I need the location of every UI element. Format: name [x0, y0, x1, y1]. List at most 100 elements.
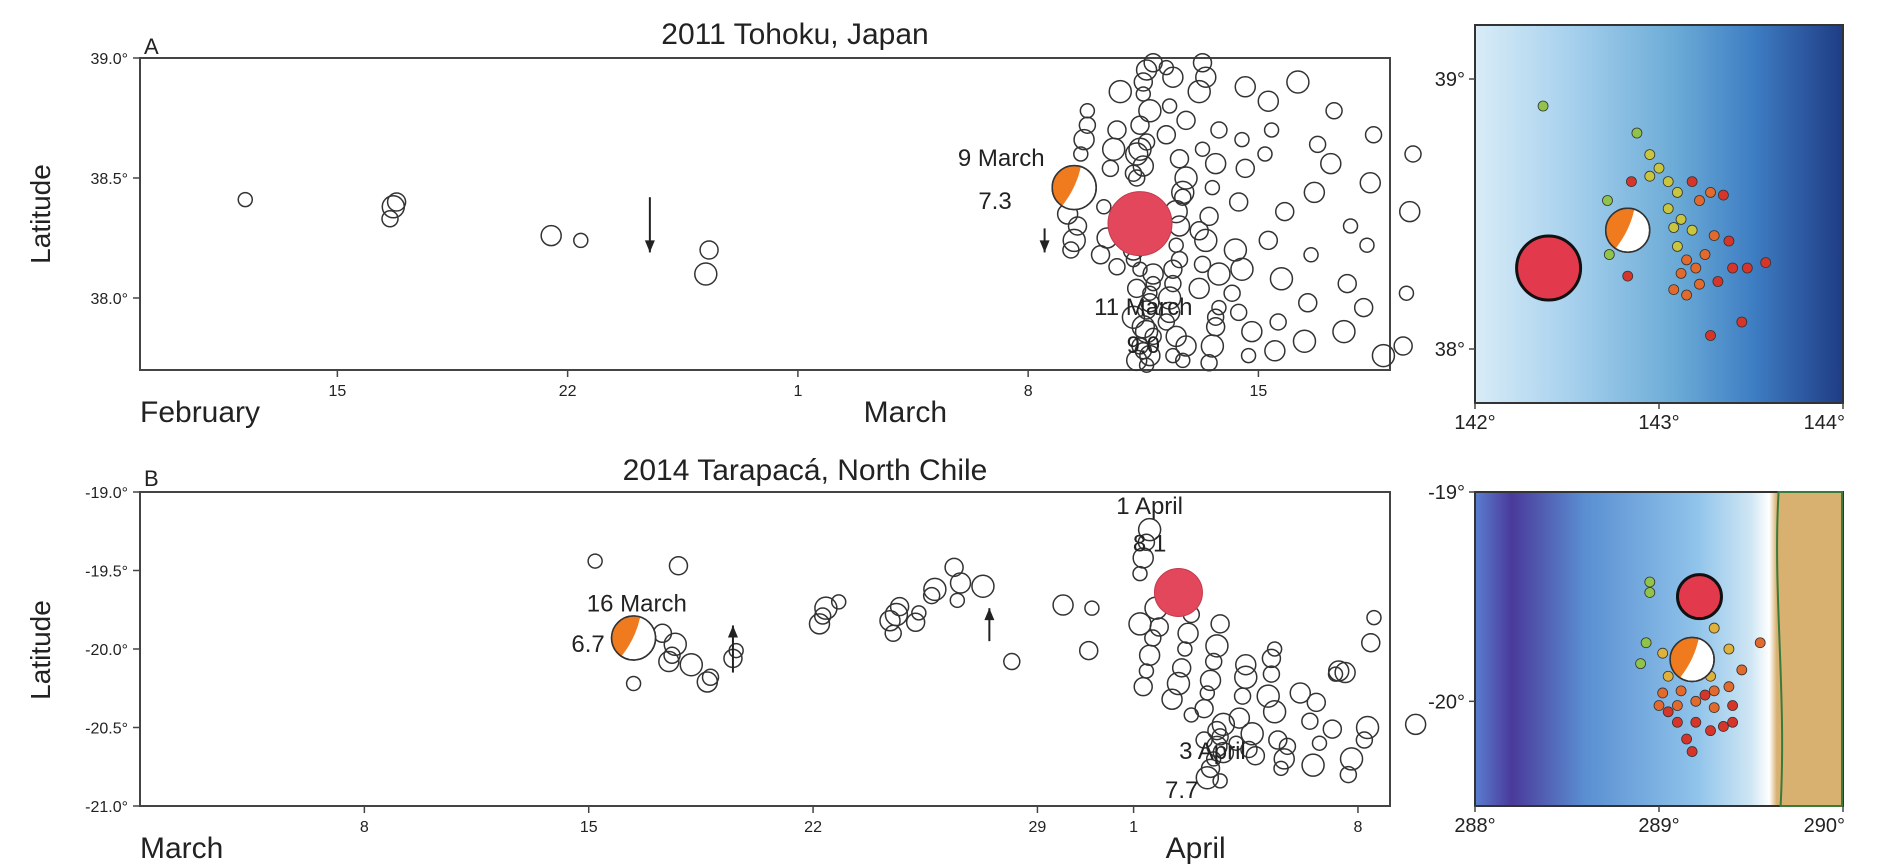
map-event-marker — [1672, 716, 1683, 728]
y-tick-label: -19.5° — [85, 564, 128, 581]
map-event-marker — [1708, 622, 1720, 634]
map-x-tick-label: 288° — [1454, 815, 1495, 837]
panel-b-ylabel: Latitude — [25, 600, 56, 700]
event-marker — [1359, 237, 1375, 253]
x-tick-label: 1 — [793, 383, 802, 400]
y-tick-label: 39.0° — [90, 51, 128, 68]
event-marker — [1200, 334, 1225, 358]
event-marker — [879, 609, 901, 632]
event-marker — [1206, 308, 1225, 326]
inset-b-marks — [1635, 491, 1843, 807]
event-marker — [1256, 684, 1280, 708]
event-marker — [1334, 661, 1356, 684]
map-event-marker — [1672, 240, 1683, 252]
event-marker — [1134, 342, 1153, 360]
map-event-marker — [1644, 587, 1656, 598]
event-marker — [1138, 663, 1155, 679]
event-marker — [1194, 228, 1218, 253]
map-event-marker — [1640, 637, 1652, 649]
x-tick-label: 22 — [559, 383, 577, 400]
map-event-marker — [1699, 689, 1711, 701]
event-marker — [1177, 641, 1193, 657]
map-event-marker — [1741, 262, 1753, 274]
map-event-marker — [1662, 176, 1674, 188]
event-marker — [1257, 146, 1273, 162]
inset-a-axis-labels: 142° 143° 144° 38° 39° — [1435, 69, 1845, 434]
inset-b-axis-labels: 288° 289° 290° -19° -20° — [1428, 482, 1845, 837]
y-tick-label: 38.5° — [90, 171, 128, 188]
event-marker — [1137, 517, 1162, 542]
map-event-marker — [1635, 658, 1646, 670]
event-marker — [1308, 135, 1327, 154]
event-marker — [1171, 180, 1195, 205]
event-marker — [1174, 166, 1198, 190]
event-marker — [1404, 713, 1427, 736]
event-marker — [944, 557, 964, 578]
event-marker — [1210, 121, 1228, 139]
event-marker — [1273, 760, 1289, 777]
event-marker — [911, 605, 927, 621]
event-marker — [1320, 152, 1342, 175]
event-marker — [923, 577, 947, 602]
map-event-marker — [1662, 203, 1674, 215]
event-marker — [1235, 653, 1257, 676]
map-event-marker — [1662, 670, 1674, 682]
month-label: February — [140, 396, 260, 429]
x-tick-label: 15 — [580, 819, 598, 836]
event-marker — [1126, 278, 1147, 299]
map-y-tick-label: -20° — [1428, 691, 1465, 713]
arrow-marker — [1039, 228, 1050, 253]
event-marker — [1273, 748, 1295, 770]
map-event-marker — [1760, 257, 1772, 269]
event-marker — [1199, 669, 1222, 692]
month-label: March — [140, 832, 223, 865]
map-event-marker — [1686, 746, 1698, 757]
event-marker — [1241, 320, 1263, 343]
map-event-marker — [1622, 270, 1634, 282]
map-event-marker — [1705, 330, 1716, 341]
event-marker — [1234, 665, 1258, 690]
map-x-tick-label: 143° — [1638, 412, 1679, 434]
event-marker — [1183, 707, 1200, 723]
map-event-marker — [1662, 706, 1674, 718]
event-annotation: 16 March — [587, 590, 687, 617]
event-marker — [1194, 141, 1211, 157]
map-event-marker — [1690, 695, 1702, 707]
event-marker — [1158, 301, 1181, 324]
map-x-tick-label: 290° — [1804, 815, 1845, 837]
focal-mechanism-marker — [1051, 164, 1097, 211]
event-marker — [1228, 192, 1249, 212]
panel-b-axis-labels: -21.0° -20.5° -20.0° -19.5° -19.0° 8 15 22 29 1 8 M… — [85, 485, 1362, 865]
event-marker — [573, 232, 589, 249]
event-marker — [699, 240, 719, 260]
map-event-marker — [1681, 254, 1692, 266]
event-marker — [1124, 142, 1149, 166]
map-event-marker — [1644, 170, 1656, 182]
event-marker — [1230, 257, 1254, 281]
event-marker — [1228, 707, 1251, 729]
event-marker — [1364, 126, 1383, 144]
event-marker — [1128, 137, 1152, 161]
x-tick-label: 29 — [1029, 819, 1047, 836]
event-marker — [587, 553, 603, 569]
event-marker — [1398, 285, 1415, 301]
event-marker — [1303, 247, 1319, 263]
event-marker — [1137, 133, 1156, 151]
event-marker — [1158, 59, 1175, 76]
event-marker — [1205, 317, 1226, 337]
event-marker — [1240, 722, 1264, 746]
event-marker — [1355, 731, 1374, 749]
event-marker — [813, 607, 832, 625]
event-marker — [1073, 146, 1089, 162]
panel-b-marks: 1 April 8.1 16 March 6.7 3 April 7.7 — [571, 493, 1427, 804]
arrow-marker — [727, 625, 738, 673]
map-event-marker — [1718, 721, 1729, 732]
x-tick-label: 22 — [804, 819, 822, 836]
map-event-marker — [1602, 195, 1613, 206]
map-event-marker — [1727, 716, 1738, 728]
event-marker — [949, 592, 966, 609]
panel-a: 9 March 7.3 11 March 9.0 A 2011 Tohoku, Jap… — [25, 18, 1422, 429]
event-marker — [1157, 286, 1182, 310]
arrow-marker — [984, 608, 995, 642]
map-event-marker — [1708, 702, 1720, 714]
